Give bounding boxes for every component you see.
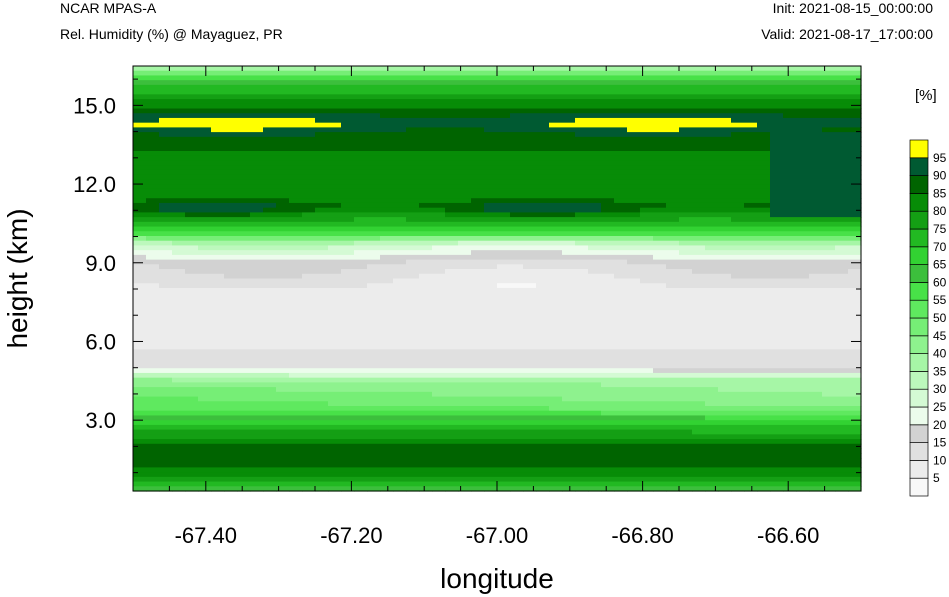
colorbar-unit: [%] <box>915 87 937 104</box>
colorbar-label: 10 <box>933 453 947 467</box>
colorbar-swatch <box>909 460 929 479</box>
colorbar-label: 90 <box>933 169 947 183</box>
colorbar: 5 10 15 20 25 30 35 40 45 50 55 60 65 70 75 80 85 90 95 <box>909 139 947 497</box>
colorbar-label: 55 <box>933 293 947 307</box>
y-tick-label: 15.0 <box>73 93 116 118</box>
colorbar-swatch <box>909 193 929 212</box>
colorbar-label: 5 <box>933 471 940 485</box>
y-axis-label: height (km) <box>2 208 33 348</box>
x-tick-label: -67.40 <box>175 523 237 548</box>
y-tick-label: 12.0 <box>73 172 116 197</box>
colorbar-swatch <box>909 477 929 497</box>
colorbar-swatch <box>909 371 929 390</box>
rh-contour-field <box>133 66 862 492</box>
colorbar-swatch <box>909 175 929 194</box>
x-tick-label: -66.60 <box>757 523 819 548</box>
colorbar-label: 50 <box>933 311 947 325</box>
colorbar-swatch <box>909 157 929 176</box>
colorbar-swatch <box>909 424 929 443</box>
colorbar-swatch <box>909 282 929 301</box>
colorbar-swatch <box>909 210 929 230</box>
valid-time: Valid: 2021-08-17_17:00:00 <box>761 26 933 42</box>
y-tick-label: 6.0 <box>85 329 116 354</box>
colorbar-swatch <box>909 299 929 319</box>
y-tick-label: 3.0 <box>85 408 116 433</box>
colorbar-label: 85 <box>933 186 947 200</box>
x-tick-label: -67.00 <box>466 523 528 548</box>
colorbar-swatch <box>909 406 929 426</box>
colorbar-swatch <box>909 317 929 337</box>
colorbar-label: 75 <box>933 222 947 236</box>
colorbar-label: 30 <box>933 382 947 396</box>
colorbar-label: 15 <box>933 436 947 450</box>
colorbar-swatch <box>909 264 929 283</box>
colorbar-swatch <box>909 335 929 354</box>
colorbar-label: 35 <box>933 364 947 378</box>
colorbar-label: 70 <box>933 240 947 254</box>
colorbar-label: 80 <box>933 204 947 218</box>
colorbar-label: 65 <box>933 258 947 272</box>
x-tick-label: -67.20 <box>320 523 382 548</box>
colorbar-label: 25 <box>933 400 947 414</box>
colorbar-label: 45 <box>933 329 947 343</box>
colorbar-label: 95 <box>933 151 947 165</box>
colorbar-swatch <box>909 139 929 159</box>
colorbar-swatch <box>909 246 929 265</box>
colorbar-swatch <box>909 442 929 461</box>
model-name: NCAR MPAS-A <box>60 0 157 16</box>
x-tick-label: -66.80 <box>611 523 673 548</box>
colorbar-swatch <box>909 388 929 408</box>
y-tick-label: 9.0 <box>85 251 116 276</box>
init-time: Init: 2021-08-15_00:00:00 <box>772 0 933 16</box>
colorbar-label: 40 <box>933 347 947 361</box>
colorbar-label: 60 <box>933 275 947 289</box>
colorbar-swatch <box>909 353 929 372</box>
x-axis-label: longitude <box>440 563 554 594</box>
field-title: Rel. Humidity (%) @ Mayaguez, PR <box>60 26 283 42</box>
colorbar-swatch <box>909 228 929 248</box>
colorbar-label: 20 <box>933 418 947 432</box>
